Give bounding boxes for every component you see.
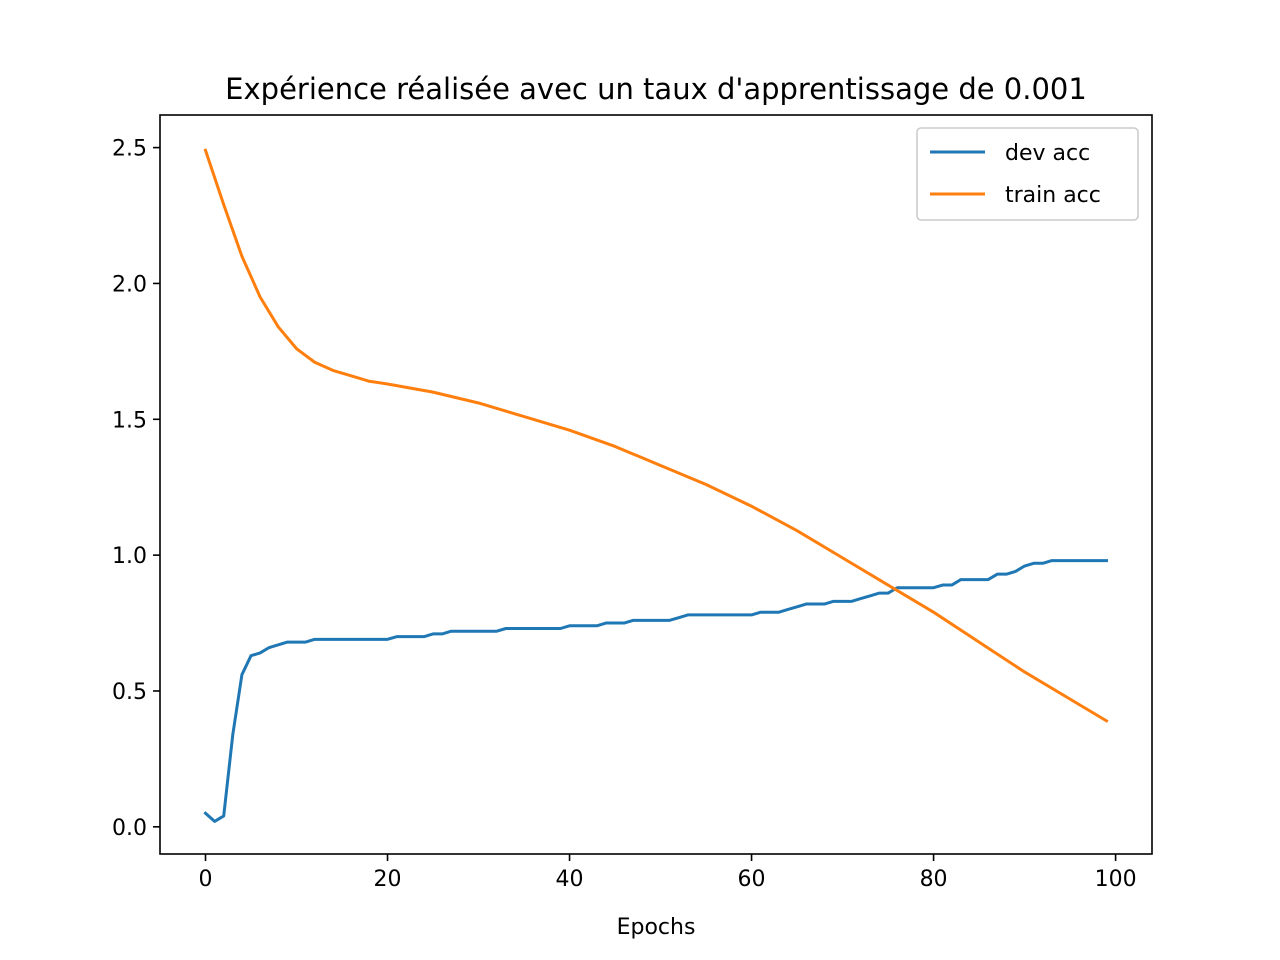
y-tick-label: 1.5 [112, 408, 147, 433]
legend: dev acc train acc [916, 127, 1139, 221]
y-tick-label: 2.5 [112, 137, 147, 162]
x-tick-label: 40 [556, 867, 584, 892]
plot-area [203, 148, 1109, 823]
x-axis-label: Epochs [617, 915, 696, 940]
x-tick-label: 60 [738, 867, 766, 892]
legend-label-dev-acc: dev acc [1005, 141, 1090, 166]
y-tick-label: 2.0 [112, 272, 147, 297]
series-line-train-acc [203, 148, 1109, 723]
y-tick-label: 0.5 [112, 680, 147, 705]
x-axis: 0 20 40 60 80 100 [199, 854, 1137, 892]
chart-title: Expérience réalisée avec un taux d'appre… [225, 72, 1087, 106]
series-line-dev-acc [203, 559, 1108, 823]
y-tick-label: 0.0 [112, 816, 147, 841]
plot-frame [159, 114, 1153, 855]
x-tick-label: 80 [920, 867, 948, 892]
x-tick-label: 20 [374, 867, 402, 892]
x-tick-label: 0 [199, 867, 213, 892]
legend-label-train-acc: train acc [1005, 183, 1101, 208]
y-axis: 0.0 0.5 1.0 1.5 2.0 2.5 [112, 137, 160, 841]
x-tick-label: 100 [1095, 867, 1137, 892]
y-tick-label: 1.0 [112, 544, 147, 569]
